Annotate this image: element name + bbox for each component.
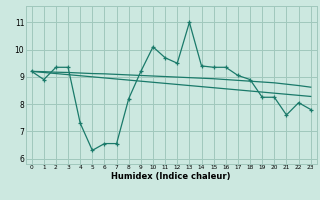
X-axis label: Humidex (Indice chaleur): Humidex (Indice chaleur) <box>111 172 231 181</box>
